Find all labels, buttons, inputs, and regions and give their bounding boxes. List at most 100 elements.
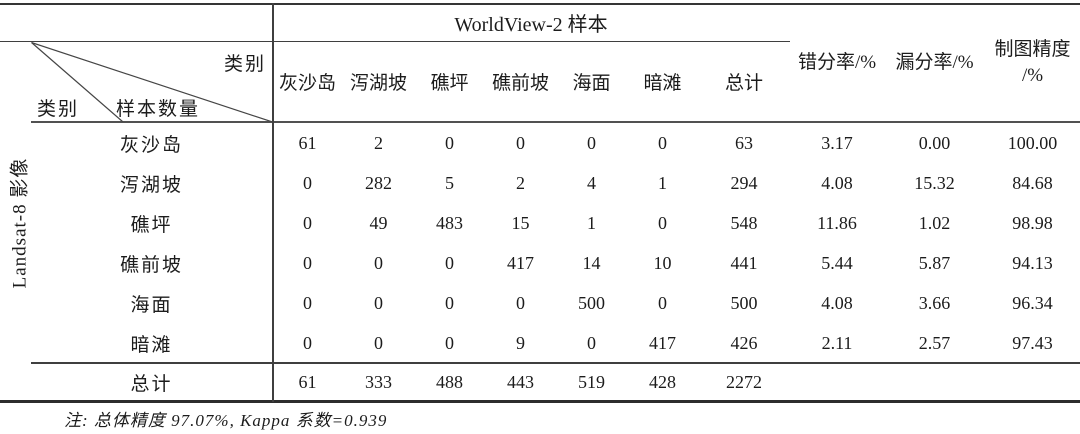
table-row: 礁前坡 0 0 0 417 14 10 441 5.44 5.87 94.13 xyxy=(0,243,1080,283)
cell-row-total: 548 xyxy=(730,212,758,233)
cell-omission-error: 1.02 xyxy=(918,212,951,233)
column-header-commission-error: 错分率/% xyxy=(797,51,877,73)
table-row: 暗滩 0 0 0 9 0 417 426 2.11 2.57 97.43 xyxy=(0,323,1080,363)
cell-row-total: 500 xyxy=(730,292,758,313)
cell: 0 xyxy=(658,212,667,233)
column-header-omission-error: 漏分率/% xyxy=(895,51,974,73)
column-header: 礁前坡 xyxy=(491,73,549,94)
cell: 14 xyxy=(582,252,601,273)
corner-sample-count-label: 样本数量 xyxy=(116,99,201,120)
cell: 2 xyxy=(374,132,383,153)
cell-omission-error: 0.00 xyxy=(918,132,951,153)
row-label: 海面 xyxy=(130,294,173,316)
row-label: 泻湖坡 xyxy=(119,174,183,196)
column-header: 海面 xyxy=(572,73,611,94)
table-rule-above-total xyxy=(31,362,1080,364)
cell-grand-total: 2272 xyxy=(726,371,762,392)
cell: 4 xyxy=(587,172,596,193)
cell-column-total: 428 xyxy=(649,371,676,392)
column-header: 暗滩 xyxy=(643,73,682,94)
cell-mapping-accuracy: 98.98 xyxy=(1012,212,1053,233)
column-header-mapping-accuracy: 制图精度 /% xyxy=(994,38,1071,86)
cell: 5 xyxy=(445,172,454,193)
cell: 0 xyxy=(374,292,383,313)
cell: 15 xyxy=(511,212,530,233)
cell: 0 xyxy=(303,292,312,313)
cell: 0 xyxy=(303,172,312,193)
cell-omission-error: 15.32 xyxy=(914,172,955,193)
row-label: 灰沙岛 xyxy=(119,134,183,156)
table-total-row: 总计 61 333 488 443 519 428 2272 xyxy=(0,363,1080,401)
cell-column-total: 519 xyxy=(578,371,605,392)
cell: 0 xyxy=(658,292,667,313)
cell-omission-error: 5.87 xyxy=(918,252,951,273)
cell: 500 xyxy=(578,292,605,313)
total-row-label: 总计 xyxy=(130,373,173,395)
cell: 9 xyxy=(516,332,525,353)
table-row: 礁坪 0 49 483 15 1 0 548 11.86 1.02 98.98 xyxy=(0,203,1080,243)
cell-column-total: 61 xyxy=(298,371,317,392)
cell-omission-error: 3.66 xyxy=(918,292,951,313)
cell-mapping-accuracy: 97.43 xyxy=(1012,332,1053,353)
cell-mapping-accuracy: 84.68 xyxy=(1012,172,1053,193)
row-label: 礁坪 xyxy=(130,214,173,236)
table-rule-top xyxy=(0,3,1080,5)
cell-row-total: 63 xyxy=(735,132,753,153)
class-header-row: 灰沙岛 泻湖坡 礁坪 礁前坡 海面 暗滩 总计 xyxy=(272,42,790,121)
cell-commission-error: 3.17 xyxy=(821,132,853,153)
cell-row-total: 441 xyxy=(730,252,758,273)
cell: 0 xyxy=(303,332,312,353)
cell-commission-error: 2.11 xyxy=(821,332,853,353)
table-footnote: 注: 总体精度 97.07%, Kappa 系数=0.939 xyxy=(64,411,388,430)
cell: 0 xyxy=(516,292,525,313)
cell: 282 xyxy=(365,172,392,193)
cell: 0 xyxy=(445,132,454,153)
cell: 0 xyxy=(374,252,383,273)
cell: 483 xyxy=(436,212,463,233)
cell: 0 xyxy=(303,212,312,233)
column-header: 礁坪 xyxy=(430,73,469,94)
corner-column-category-label: 类别 xyxy=(223,54,266,75)
cell-column-total: 443 xyxy=(507,371,534,392)
column-header: 泻湖坡 xyxy=(349,73,407,94)
cell-commission-error: 4.08 xyxy=(821,172,853,193)
cell: 417 xyxy=(507,252,534,273)
cell: 0 xyxy=(445,292,454,313)
table-rule-vertical xyxy=(272,3,274,402)
cell-mapping-accuracy: 100.00 xyxy=(1007,132,1058,153)
table-rule-under-headers xyxy=(31,121,1080,123)
cell-commission-error: 11.86 xyxy=(817,212,857,233)
cell: 417 xyxy=(649,332,676,353)
table-row: 泻湖坡 0 282 5 2 4 1 294 4.08 15.32 84.68 xyxy=(0,163,1080,203)
cell-column-total: 488 xyxy=(436,371,463,392)
cell-omission-error: 2.57 xyxy=(918,332,951,353)
cell-column-total: 333 xyxy=(365,371,392,392)
column-header: 灰沙岛 xyxy=(278,73,336,94)
cell: 49 xyxy=(369,212,388,233)
corner-row-category-label: 类别 xyxy=(37,99,80,120)
cell: 1 xyxy=(658,172,667,193)
cell-row-total: 294 xyxy=(730,172,758,193)
cell: 0 xyxy=(303,252,312,273)
cell: 0 xyxy=(445,252,454,273)
table-rule-bottom xyxy=(0,400,1080,403)
metric-header-row: 错分率/% 漏分率/% 制图精度 /% xyxy=(790,4,1080,121)
cell: 0 xyxy=(658,132,667,153)
cell-mapping-accuracy: 96.34 xyxy=(1012,292,1053,313)
column-group-header: WorldView-2 样本 xyxy=(454,14,608,36)
cell: 0 xyxy=(516,132,525,153)
cell: 2 xyxy=(516,172,525,193)
table-row: 灰沙岛 61 2 0 0 0 0 63 3.17 0.00 100.00 xyxy=(0,123,1080,163)
cell: 0 xyxy=(587,332,596,353)
cell: 0 xyxy=(445,332,454,353)
row-label: 礁前坡 xyxy=(119,254,183,276)
cell: 0 xyxy=(374,332,383,353)
corner-diagonal-lines xyxy=(31,42,273,122)
cell-mapping-accuracy: 94.13 xyxy=(1012,252,1053,273)
column-header-total: 总计 xyxy=(724,73,763,94)
row-label: 暗滩 xyxy=(130,334,173,356)
cell: 10 xyxy=(653,252,672,273)
table-rule-under-column-group xyxy=(0,41,790,42)
cell-row-total: 426 xyxy=(730,332,758,353)
